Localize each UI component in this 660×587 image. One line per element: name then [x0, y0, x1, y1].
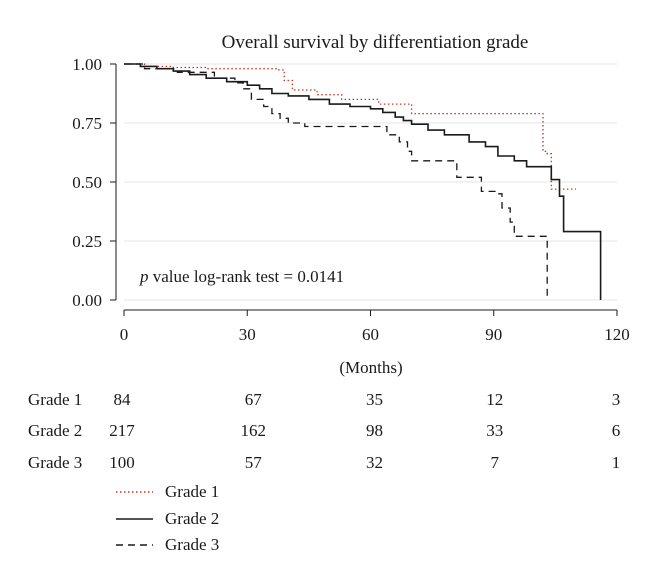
- gridlines: [124, 63, 617, 301]
- logrank-annotation: p value log-rank test = 0.0141: [139, 267, 344, 286]
- legend-label: Grade 3: [165, 535, 219, 554]
- series-line-grade-1: [124, 63, 576, 190]
- risk-row-label: Grade 1: [28, 390, 82, 409]
- risk-value: 162: [241, 421, 267, 440]
- logrank-text: value log-rank test = 0.0141: [149, 267, 345, 286]
- risk-value: 33: [486, 421, 503, 440]
- y-tick-label: 0.25: [72, 232, 102, 251]
- risk-value: 67: [245, 390, 263, 409]
- risk-value: 217: [109, 421, 135, 440]
- risk-value: 98: [366, 421, 383, 440]
- risk-value: 57: [245, 453, 263, 472]
- chart-title: Overall survival by differentiation grad…: [222, 32, 529, 53]
- x-tick-label: 60: [362, 325, 379, 344]
- risk-table: Grade 1 84 67 35 12 3 Grade 2 217 162 98 33 6 Grade …: [28, 390, 620, 472]
- risk-value: 100: [109, 453, 135, 472]
- y-tick-label: 0.75: [72, 114, 102, 133]
- x-axis-label: (Months): [339, 358, 402, 377]
- risk-value: 7: [491, 453, 500, 472]
- risk-value: 3: [612, 390, 621, 409]
- risk-row-label: Grade 2: [28, 421, 82, 440]
- legend-label: Grade 2: [165, 509, 219, 528]
- series-line-grade-3: [124, 63, 548, 300]
- p-symbol: p: [139, 267, 149, 286]
- risk-value: 1: [612, 453, 621, 472]
- legend: Grade 1 Grade 2 Grade 3: [116, 482, 219, 554]
- y-tick-label: 0.50: [72, 173, 102, 192]
- risk-value: 84: [114, 390, 132, 409]
- x-tick-label: 0: [120, 325, 129, 344]
- y-tick-label: 0.00: [72, 291, 102, 310]
- legend-label: Grade 1: [165, 482, 219, 501]
- risk-value: 12: [486, 390, 503, 409]
- series-line-grade-2: [124, 63, 602, 300]
- x-tick-label: 120: [604, 325, 630, 344]
- x-tick-label: 30: [239, 325, 256, 344]
- series-lines: [124, 63, 602, 300]
- risk-value: 32: [366, 453, 383, 472]
- risk-row-label: Grade 3: [28, 453, 82, 472]
- risk-value: 35: [366, 390, 383, 409]
- risk-value: 6: [612, 421, 621, 440]
- y-tick-label: 1.00: [72, 55, 102, 74]
- x-tick-label: 90: [485, 325, 502, 344]
- axes: 0.00 0.25 0.50 0.75 1.00 0 30 60 90 120: [72, 55, 630, 344]
